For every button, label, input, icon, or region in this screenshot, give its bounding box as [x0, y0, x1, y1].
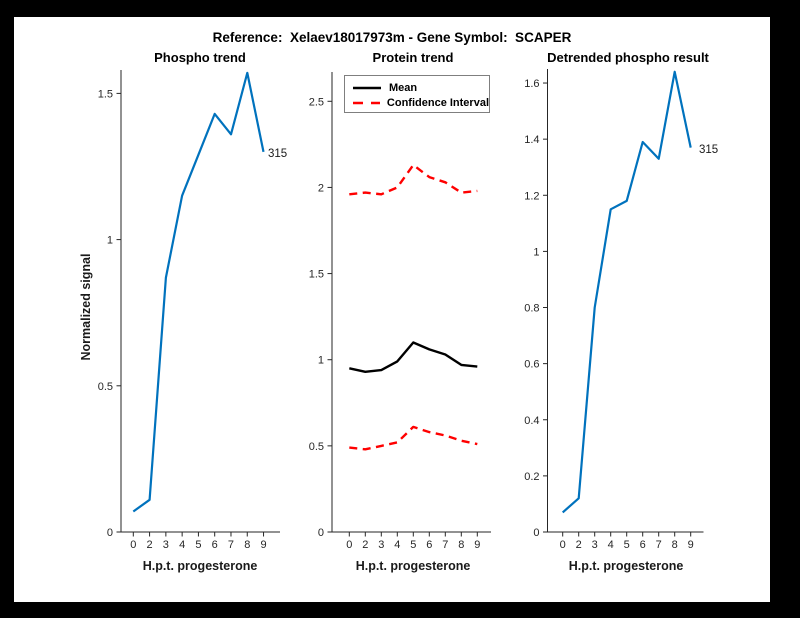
x-tick-label: 0: [130, 539, 136, 551]
y-tick-label: 0.5: [309, 441, 324, 453]
x-tick-label: 7: [656, 539, 662, 551]
x-tick-label: 9: [260, 539, 266, 551]
x-tick-label: 5: [624, 539, 630, 551]
x-tick-label: 8: [672, 539, 678, 551]
y-tick-label: 1: [107, 235, 113, 247]
axis-spines: [120, 70, 280, 533]
line-end-annotation: 315: [699, 144, 719, 156]
figure-background: Reference: Xelaev18017973m - Gene Symbol…: [14, 17, 770, 602]
y-tick-label: 1: [533, 246, 539, 258]
protein-trend-plot-area: 0 2 3 4 5 6 7 8 900.511.522.5: [309, 72, 491, 551]
x-tick-label: 6: [640, 539, 646, 551]
y-tick-label: 0.5: [98, 381, 113, 393]
y-tick-label: 1.4: [524, 134, 539, 146]
x-tick-label: 2: [362, 539, 368, 551]
x-tick-label: 0: [560, 539, 566, 551]
x-axis-label: H.p.t. progesterone: [142, 559, 258, 573]
legend-ci-line-sample: [353, 101, 380, 104]
y-tick-label: 0.6: [524, 359, 539, 371]
legend-mean-line-sample: [353, 86, 381, 89]
axis-spines: [547, 69, 704, 533]
x-tick-label: 4: [179, 539, 185, 551]
subplot-title-protein-trend: Protein trend: [372, 50, 454, 65]
x-tick-label: 5: [195, 539, 201, 551]
line-end-annotation: 315: [268, 148, 288, 160]
y-tick-label: 0.4: [524, 415, 539, 427]
y-tick-label: 1.6: [524, 78, 539, 90]
x-tick-label: 8: [244, 539, 250, 551]
legend-label-confidence-interval: Confidence Interval: [386, 96, 489, 109]
legend-row-mean: Mean: [352, 80, 489, 95]
x-tick-label: 2: [147, 539, 153, 551]
legend-box: Mean Confidence Interval: [344, 75, 490, 113]
x-tick-label: 7: [228, 539, 234, 551]
y-tick-label: 2.5: [309, 96, 324, 108]
y-tick-label: 0.2: [524, 471, 539, 483]
series-detrended-phospho-signal: [561, 70, 692, 514]
y-tick-label: 1.2: [524, 190, 539, 202]
x-tick-label: 3: [592, 539, 598, 551]
axis-spines: [331, 72, 491, 533]
series-confidence-interval-lower: [349, 425, 478, 451]
y-tick-label: 1.5: [98, 88, 113, 100]
x-tick-label: 3: [163, 539, 169, 551]
x-tick-label: 6: [426, 539, 432, 551]
x-tick-label: 3: [378, 539, 384, 551]
x-tick-label: 4: [608, 539, 614, 551]
y-tick-label: 0: [533, 527, 539, 539]
y-tick-label: 2: [318, 182, 324, 194]
x-tick-label: 4: [394, 539, 400, 551]
subplot-title-phospho-trend: Phospho trend: [154, 50, 246, 65]
legend-label-mean: Mean: [389, 81, 418, 94]
x-tick-label: 5: [410, 539, 416, 551]
y-tick-label: 0: [318, 527, 324, 539]
x-tick-label: 9: [474, 539, 480, 551]
x-axis-label: H.p.t. progesterone: [568, 559, 684, 573]
x-tick-label: 7: [442, 539, 448, 551]
series-confidence-interval-upper: [349, 163, 478, 196]
x-tick-label: 8: [458, 539, 464, 551]
y-tick-label: 0: [107, 527, 113, 539]
x-axis-label: H.p.t. progesterone: [355, 559, 471, 573]
phospho-trend-plot-area: 0 2 3 4 5 6 7 8 900.511.5: [98, 70, 280, 551]
x-tick-label: 9: [688, 539, 694, 551]
series-mean: [349, 341, 478, 373]
x-tick-label: 2: [576, 539, 582, 551]
y-tick-label: 0.8: [524, 303, 539, 315]
y-tick-label: 1: [318, 355, 324, 367]
x-tick-label: 0: [346, 539, 352, 551]
y-tick-label: 1.5: [309, 269, 324, 281]
x-tick-label: 6: [212, 539, 218, 551]
legend-row-confidence-interval: Confidence Interval: [352, 95, 489, 110]
series-phospho-signal: [132, 71, 265, 513]
subplot-title-detrended-phospho: Detrended phospho result: [547, 50, 709, 65]
detrended-phospho-plot-area: 0 2 3 4 5 6 7 8 900.20.40.60.811.21.41.6: [524, 69, 704, 551]
figure-title: Reference: Xelaev18017973m - Gene Symbol…: [212, 30, 572, 45]
